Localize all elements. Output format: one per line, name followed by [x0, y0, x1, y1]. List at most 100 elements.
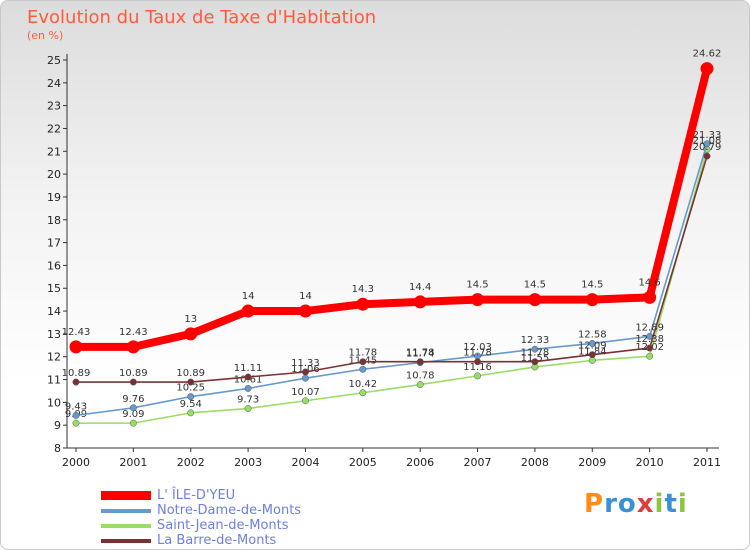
data-label: 14.4 [409, 282, 431, 293]
data-point [187, 393, 195, 401]
legend-item-notre-dame-de-monts: Notre-Dame-de-Monts [101, 503, 361, 518]
x-tick-label: 2006 [406, 456, 434, 469]
logo-letter: o [617, 489, 637, 519]
data-label: 14.5 [524, 280, 546, 291]
data-point [646, 344, 654, 352]
data-point [528, 293, 542, 307]
series-line [75, 143, 708, 417]
x-tick-label: 2010 [636, 456, 664, 469]
y-tick-label: 14 [47, 305, 61, 318]
x-tick-label: 2007 [464, 456, 492, 469]
data-point [588, 356, 596, 364]
data-label: 9.43 [65, 401, 87, 412]
data-label: 12.58 [578, 329, 607, 340]
proxiti-logo: Proxiti [584, 489, 688, 519]
legend-label: Notre-Dame-de-Monts [157, 503, 302, 518]
data-point [531, 345, 539, 353]
x-axis-ticks: 2000 2001 2002 2003 2004 2005 2006 2007 2008 2009… [62, 448, 721, 469]
y-tick-label: 13 [47, 328, 61, 341]
data-label: 10.89 [119, 368, 148, 379]
data-point [700, 62, 714, 76]
y-tick-label: 21 [47, 145, 61, 158]
y-tick-label: 11 [47, 374, 61, 387]
data-label: 12.43 [62, 327, 91, 338]
data-point [241, 304, 255, 318]
data-point [244, 384, 252, 392]
x-tick-label: 2009 [578, 456, 606, 469]
data-label: 10.78 [406, 371, 435, 382]
data-label: 11.11 [234, 363, 263, 374]
legend-swatch [101, 539, 151, 543]
data-label: 14.5 [581, 280, 603, 291]
data-label: 12.38 [635, 334, 664, 345]
x-tick-label: 2004 [291, 456, 319, 469]
series-line [76, 149, 708, 424]
data-label: 11.78 [521, 348, 550, 359]
x-tick-label: 2003 [234, 456, 262, 469]
y-tick-label: 9 [54, 419, 61, 432]
data-point [416, 358, 424, 366]
logo-letter: i [677, 489, 688, 519]
y-tick-label: 16 [47, 259, 61, 272]
data-label: 10.89 [62, 368, 91, 379]
data-label: 11.78 [348, 348, 377, 359]
data-label: 14 [242, 291, 255, 302]
data-point [585, 293, 599, 307]
data-point [359, 358, 367, 366]
data-point [69, 340, 83, 354]
logo-letter: P [584, 489, 605, 519]
data-point [72, 378, 80, 386]
y-tick-label: 12 [47, 351, 61, 364]
legend-label: L' ÎLE-D'YEU [157, 488, 236, 503]
series-group: 9.099.099.549.7310.0710.4210.7811.1611.5… [62, 49, 722, 427]
data-label: 10.07 [291, 387, 320, 398]
series-line [76, 155, 708, 383]
data-label: 10.42 [348, 379, 377, 390]
data-point [302, 397, 309, 405]
data-label: 9.73 [237, 395, 259, 406]
data-point [184, 327, 198, 341]
data-label: 12.09 [578, 341, 607, 352]
data-point [72, 419, 80, 427]
x-tick-label: 2008 [521, 456, 549, 469]
data-label: 20.79 [693, 142, 722, 153]
data-point [187, 409, 195, 417]
y-tick-label: 17 [47, 237, 61, 250]
data-label: 14 [299, 291, 312, 302]
data-point [126, 340, 140, 354]
data-point [302, 368, 309, 376]
data-label: 11.74 [406, 349, 435, 360]
logo-letter: x [636, 489, 655, 519]
data-label: 14.5 [466, 280, 488, 291]
data-point [588, 340, 596, 347]
data-point [298, 304, 312, 318]
data-point [359, 365, 367, 373]
logo-letter: r [604, 489, 618, 519]
unit-label: (en %) [27, 29, 64, 42]
data-label: 11.78 [406, 348, 435, 359]
data-point [244, 405, 252, 412]
data-label: 12.03 [463, 342, 492, 353]
series-line [76, 67, 711, 351]
data-label: 10.25 [176, 383, 205, 394]
y-tick-label: 24 [47, 77, 61, 90]
data-point [474, 372, 481, 380]
y-tick-label: 10 [47, 396, 61, 409]
data-label: 11.16 [463, 362, 492, 373]
data-label: 12.89 [635, 322, 664, 333]
data-point [643, 290, 657, 304]
data-label: 9.54 [180, 399, 202, 410]
series-3: 10.89 10.89 10.89 11.11 11.33 11.78 11.78 11.78… [62, 142, 722, 386]
data-label: 14.6 [639, 277, 661, 288]
data-point [646, 352, 654, 360]
y-tick-label: 20 [47, 168, 61, 181]
series-1: 9.439.7610.2510.6111.0611.4511.7412.0312… [65, 130, 721, 419]
data-label: 12.43 [119, 327, 148, 338]
data-label: 13 [184, 314, 197, 325]
y-tick-label: 22 [47, 122, 61, 135]
data-label: 11.78 [463, 348, 492, 359]
data-label: 10.89 [176, 368, 205, 379]
data-label: 14.3 [352, 284, 374, 295]
